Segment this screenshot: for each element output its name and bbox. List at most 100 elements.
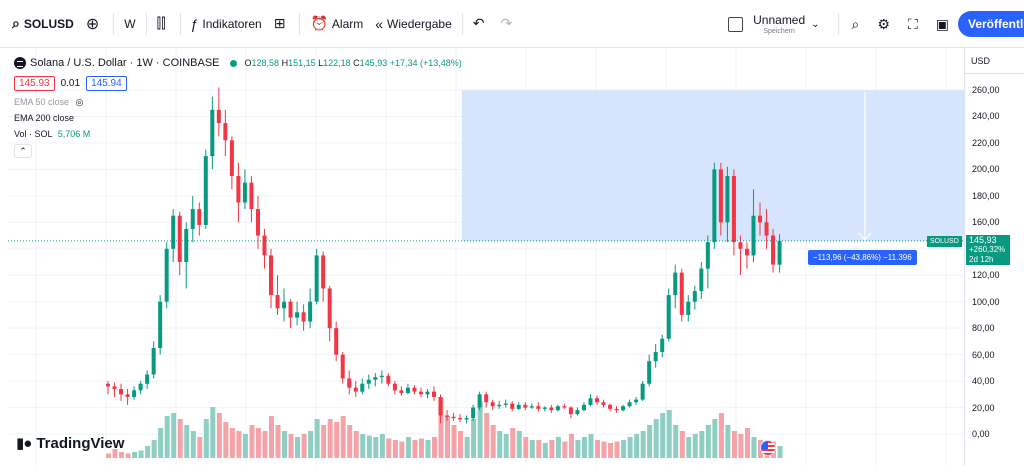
low-label: L	[318, 58, 324, 68]
sell-price-button[interactable]: 145.93	[14, 75, 55, 91]
fullscreen-icon[interactable]: ⛶	[907, 15, 918, 32]
toolbar-divider	[461, 12, 463, 35]
volume-bar	[353, 431, 359, 458]
settings-gear-icon[interactable]: ⚙	[877, 15, 890, 32]
market-status-dot[interactable]	[229, 59, 237, 67]
chart-type-button[interactable]: ⫿⫿	[151, 10, 176, 38]
candle-body	[432, 391, 436, 397]
last-price-change: +260,32%	[969, 245, 1006, 254]
ema50-indicator[interactable]: EMA 50 close ◎	[14, 94, 462, 110]
candle-body	[725, 176, 730, 223]
undo-icon: ↶	[472, 15, 485, 31]
camera-icon[interactable]: ▣	[935, 15, 949, 32]
compare-button[interactable]: ⊕	[80, 10, 109, 38]
volume-bar	[164, 416, 170, 458]
symbol-search-button[interactable]: ⌕ SOLUSD	[0, 10, 80, 38]
volume-bar	[621, 440, 627, 458]
legend-collapse-button[interactable]: ⌃	[14, 144, 32, 158]
volume-bar	[171, 413, 177, 458]
buy-price-button[interactable]: 145.94	[86, 75, 127, 91]
ema200-indicator[interactable]: EMA 200 close	[14, 110, 462, 126]
volume-bar	[464, 437, 470, 458]
candle-body	[647, 361, 652, 384]
volume-bar	[640, 431, 646, 458]
measure-result-label[interactable]: −113,96 (−43,86%) −11.396	[808, 250, 917, 265]
volume-bar	[190, 431, 196, 458]
candle-body	[242, 182, 247, 203]
volume-bar	[314, 419, 320, 458]
volume-bar	[412, 440, 418, 458]
candle-body	[503, 403, 508, 405]
price-tick-label: 240,00	[972, 111, 1000, 122]
open-label: O	[244, 58, 252, 68]
volume-bar	[731, 431, 737, 458]
redo-button[interactable]: ↷	[495, 10, 523, 38]
chevron-down-icon[interactable]: ⌄	[811, 18, 820, 30]
volume-bar	[262, 431, 268, 458]
candle-body	[132, 390, 137, 397]
spread-value: 0.01	[60, 77, 81, 89]
interval-button[interactable]: W	[118, 10, 141, 38]
candle-body	[373, 377, 378, 380]
chart-pane[interactable]	[8, 48, 964, 466]
volume-bar	[627, 437, 633, 458]
candle-body	[347, 378, 352, 388]
candle-body	[295, 312, 300, 318]
us-flag-icon[interactable]	[760, 440, 776, 456]
symbol-title[interactable]: Solana / U.S. Dollar · 1W · COINBASE	[30, 57, 220, 69]
interval-label: W	[124, 16, 136, 31]
currency-selector[interactable]: USD	[965, 48, 1024, 74]
candle-body	[164, 248, 169, 302]
volume-bar	[301, 434, 307, 458]
candle-body	[614, 408, 619, 411]
price-tick-label: 260,00	[972, 85, 1000, 95]
volume-bar	[777, 446, 783, 458]
volume-bar	[321, 425, 327, 458]
toolbar-right-group: Unnamed Speichern ⌄ ⌕ ⚙ ⛶ ▣ Veröffentlic…	[728, 10, 1024, 38]
alarm-label: Alarm	[331, 16, 364, 31]
last-price-tag: 145,93 +260,32% 2d 12h	[966, 235, 1010, 265]
price-chart[interactable]	[8, 48, 964, 466]
measure-arrow-head	[858, 232, 872, 241]
candle-body	[392, 383, 397, 391]
candle-body	[555, 406, 560, 411]
candle-body	[145, 374, 150, 384]
publish-button[interactable]: Veröffentlichen	[958, 11, 1024, 37]
tradingview-logo[interactable]: ▮● TradingView	[16, 434, 124, 453]
indicators-icon: ƒ	[190, 15, 199, 32]
candle-body	[490, 402, 495, 407]
layout-name: Unnamed	[753, 12, 806, 27]
candle-body	[438, 396, 443, 416]
volume-bar	[725, 425, 731, 458]
volume-bar	[588, 434, 594, 458]
volume-bar	[738, 434, 744, 458]
candle-body	[106, 383, 110, 387]
undo-button[interactable]: ↶	[467, 10, 495, 38]
candle-body	[327, 288, 332, 329]
candle-body	[764, 222, 769, 236]
candle-body	[601, 402, 606, 405]
toolbar-divider	[145, 12, 147, 35]
volume-indicator[interactable]: Vol · SOL 5,706 M	[14, 126, 462, 142]
volume-bar	[536, 440, 542, 458]
volume-bar	[236, 431, 242, 458]
replay-button[interactable]: « Wiedergabe	[369, 10, 458, 38]
indicators-label: Indikatoren	[202, 16, 262, 31]
indicators-button[interactable]: ƒ Indikatoren	[185, 10, 268, 38]
price-tick-label: 20,00	[972, 402, 995, 413]
volume-bar	[373, 437, 379, 458]
quick-search-icon[interactable]: ⌕	[851, 15, 860, 32]
volume-bar	[229, 428, 235, 458]
eye-hidden-icon[interactable]: ◎	[75, 97, 84, 107]
layout-name-button[interactable]: Unnamed Speichern	[753, 14, 805, 35]
layout-checkbox[interactable]	[728, 16, 744, 32]
candle-body	[282, 301, 287, 309]
volume-bar	[177, 419, 183, 458]
templates-button[interactable]: ⊞	[268, 10, 296, 38]
volume-bar	[445, 416, 451, 458]
alarm-button[interactable]: ⏰ Alarm	[304, 10, 369, 38]
candle-body	[353, 387, 358, 392]
candle-body	[125, 394, 130, 397]
volume-bar	[255, 428, 261, 458]
candle-body	[412, 387, 417, 392]
